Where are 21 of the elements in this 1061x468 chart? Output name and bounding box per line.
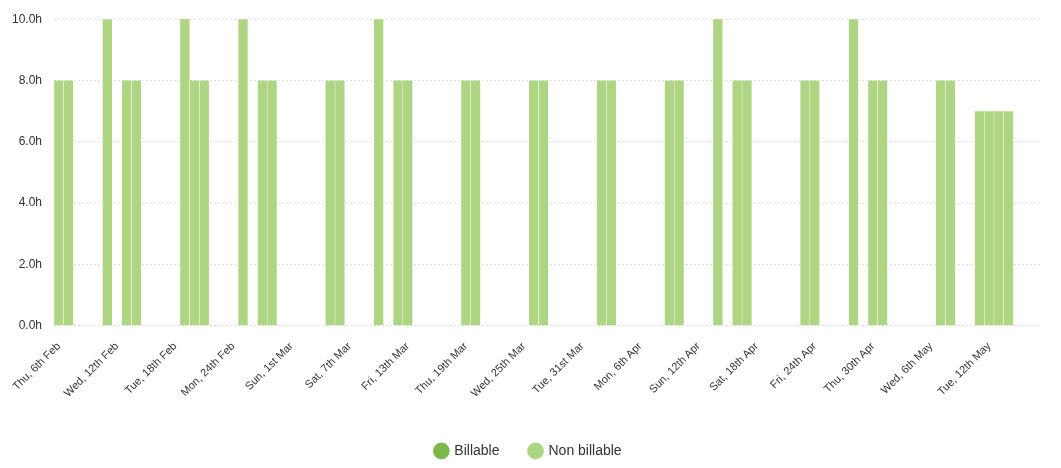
y-tick-label: 6.0h [18, 134, 43, 149]
x-tick-label: Sat, 18th Apr [706, 339, 761, 393]
y-tick-label: 8.0h [18, 72, 43, 87]
y-tick-label: 0.0h [18, 318, 43, 333]
x-tick-label: Mon, 6th Apr [591, 339, 645, 393]
x-tick-label: Tue, 31st Mar [529, 339, 586, 396]
x-tick-label: Thu, 19th Mar [412, 339, 470, 397]
y-tick-label: 10.0h [12, 11, 43, 26]
x-tick-label: Sun, 1st Mar [242, 339, 296, 393]
y-tick-label: 4.0h [18, 195, 43, 210]
x-tick-label: Sat, 7th Mar [302, 339, 354, 391]
x-tick-label: Fri, 24th Apr [767, 339, 819, 391]
x-tick-label: Tue, 18th Feb [122, 339, 179, 397]
x-tick-label: Thu, 30th Apr [821, 339, 877, 395]
y-tick-label: 2.0h [18, 256, 43, 271]
legend-label: Non billable [548, 441, 622, 458]
x-tick-label: Mon, 24th Feb [178, 339, 237, 399]
x-tick-label: Sun, 12th Apr [646, 339, 703, 396]
x-tick-label: Thu, 6th Feb [9, 339, 63, 393]
x-tick-label: Fri, 13th Mar [358, 339, 412, 393]
legend-label: Billable [454, 441, 500, 458]
